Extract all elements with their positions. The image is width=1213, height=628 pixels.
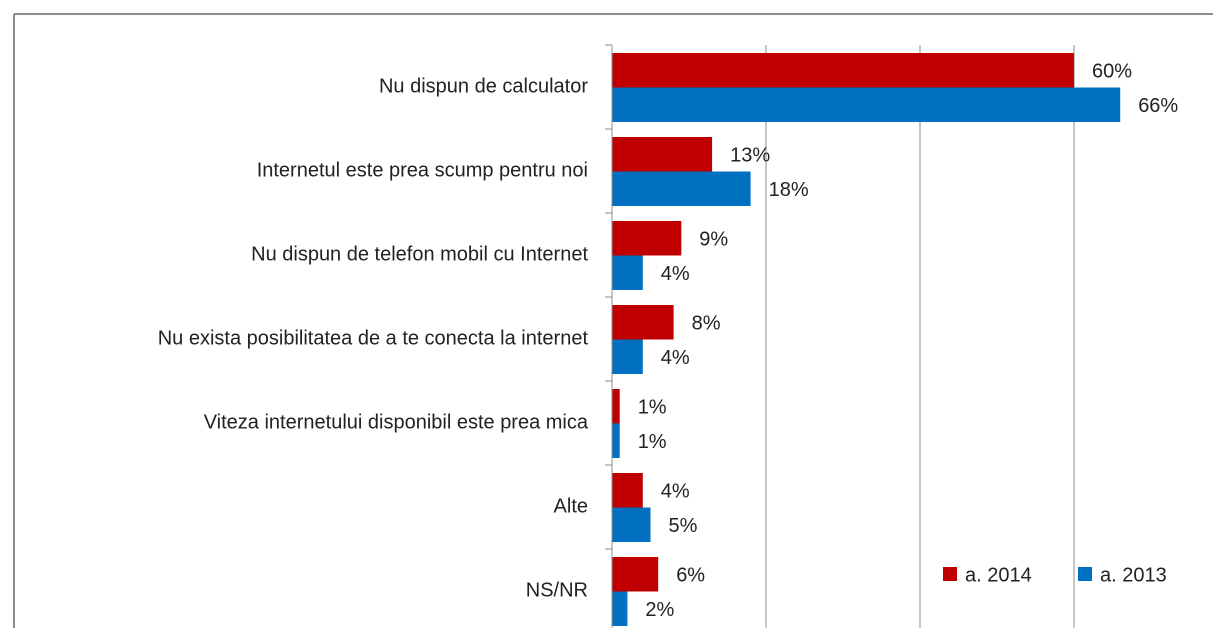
- category-label: NS/NR: [526, 579, 588, 601]
- bar: [612, 507, 651, 542]
- bar: [612, 221, 682, 256]
- bar: [612, 53, 1074, 88]
- data-label: 60%: [1092, 61, 1132, 83]
- category-label: Viteza internetului disponibil este prea…: [204, 411, 589, 433]
- legend-label: a. 2013: [1100, 564, 1167, 586]
- data-label: 2%: [645, 599, 674, 621]
- category-label: Internetul este prea scump pentru noi: [257, 159, 588, 181]
- bar: [612, 87, 1121, 122]
- category-label: Alte: [554, 495, 588, 517]
- bar: [612, 473, 643, 508]
- data-label: 8%: [692, 313, 721, 335]
- data-label: 13%: [730, 145, 770, 167]
- data-label: 4%: [661, 481, 690, 503]
- data-label: 66%: [1138, 95, 1178, 117]
- data-label: 4%: [661, 263, 690, 285]
- bar: [612, 389, 620, 424]
- category-label: Nu dispun de telefon mobil cu Internet: [251, 243, 588, 265]
- legend-label: a. 2014: [965, 564, 1032, 586]
- bar: [612, 591, 628, 626]
- category-label: Nu dispun de calculator: [379, 75, 588, 97]
- data-label: 9%: [699, 229, 728, 251]
- data-label: 4%: [661, 347, 690, 369]
- data-label: 1%: [638, 397, 667, 419]
- bar: [612, 137, 713, 172]
- data-label: 1%: [638, 431, 667, 453]
- data-label: 6%: [676, 565, 705, 587]
- data-label: 18%: [769, 179, 809, 201]
- bar: [612, 557, 659, 592]
- bar: [612, 255, 643, 290]
- data-label: 5%: [669, 515, 698, 537]
- bar: [612, 171, 751, 206]
- bar: [612, 305, 674, 340]
- legend-swatch: [1078, 567, 1092, 581]
- bar: [612, 339, 643, 374]
- legend-swatch: [943, 567, 957, 581]
- category-label: Nu exista posibilitatea de a te conecta …: [158, 327, 589, 349]
- bar: [612, 423, 620, 458]
